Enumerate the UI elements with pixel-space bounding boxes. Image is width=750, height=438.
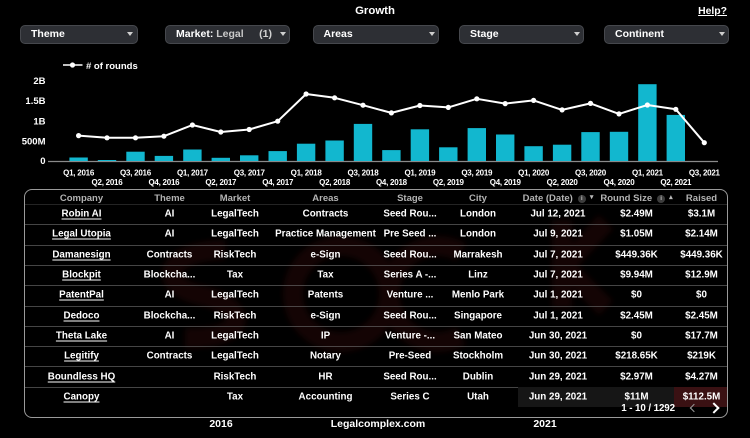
svg-text:Q2, 2020: Q2, 2020 <box>547 178 579 187</box>
svg-text:Q1, 2017: Q1, 2017 <box>177 169 209 178</box>
svg-text:Q2, 2016: Q2, 2016 <box>92 178 124 187</box>
svg-text:1.5B: 1.5B <box>25 96 45 107</box>
svg-text:Q2, 2018: Q2, 2018 <box>319 178 351 187</box>
svg-text:Q3, 2020: Q3, 2020 <box>575 169 607 178</box>
svg-text:Q1, 2021: Q1, 2021 <box>632 169 664 178</box>
svg-text:Q1, 2020: Q1, 2020 <box>518 169 550 178</box>
svg-text:Q3, 2017: Q3, 2017 <box>234 169 266 178</box>
svg-text:# of rounds: # of rounds <box>86 61 138 72</box>
svg-text:Q3, 2019: Q3, 2019 <box>461 169 493 178</box>
svg-text:Q1, 2019: Q1, 2019 <box>404 169 436 178</box>
svg-text:Q1, 2016: Q1, 2016 <box>63 169 95 178</box>
svg-text:Q4, 2018: Q4, 2018 <box>376 178 408 187</box>
svg-text:Q4, 2017: Q4, 2017 <box>262 178 294 187</box>
svg-text:Q4, 2016: Q4, 2016 <box>148 178 180 187</box>
svg-text:2B: 2B <box>33 76 45 87</box>
svg-text:Q3, 2016: Q3, 2016 <box>120 169 152 178</box>
svg-text:Q2, 2017: Q2, 2017 <box>205 178 237 187</box>
svg-text:Q1, 2018: Q1, 2018 <box>291 169 323 178</box>
svg-text:Q4, 2020: Q4, 2020 <box>604 178 636 187</box>
svg-text:Q2, 2021: Q2, 2021 <box>660 178 692 187</box>
svg-text:Q3, 2018: Q3, 2018 <box>348 169 380 178</box>
svg-text:1B: 1B <box>33 117 45 128</box>
svg-text:0: 0 <box>40 156 45 167</box>
svg-text:Q3, 2021: Q3, 2021 <box>689 169 721 178</box>
svg-text:Q4, 2019: Q4, 2019 <box>490 178 522 187</box>
svg-text:Q2, 2019: Q2, 2019 <box>433 178 465 187</box>
svg-text:500M: 500M <box>22 137 46 148</box>
